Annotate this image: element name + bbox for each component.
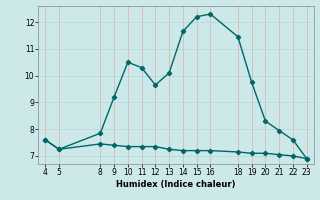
X-axis label: Humidex (Indice chaleur): Humidex (Indice chaleur) bbox=[116, 180, 236, 189]
